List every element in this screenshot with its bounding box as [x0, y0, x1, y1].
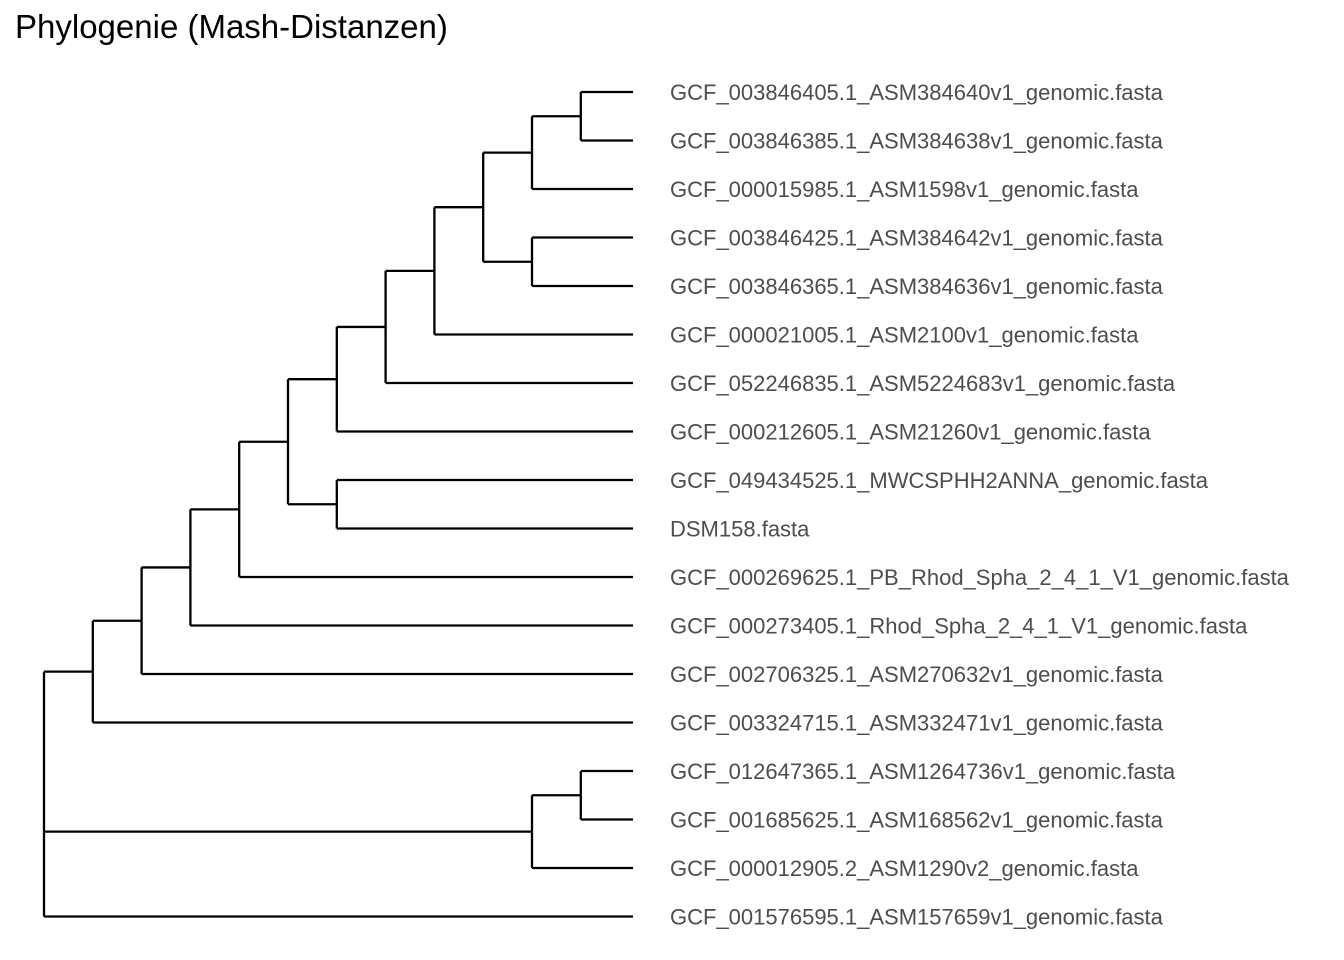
tip-label: GCF_000212605.1_ASM21260v1_genomic.fasta [670, 420, 1151, 445]
tip-label: GCF_052246835.1_ASM5224683v1_genomic.fas… [670, 371, 1176, 396]
tip-label: GCF_002706325.1_ASM270632v1_genomic.fast… [670, 662, 1164, 687]
tip-label: GCF_003846365.1_ASM384636v1_genomic.fast… [670, 274, 1164, 299]
tip-label: GCF_003846385.1_ASM384638v1_genomic.fast… [670, 129, 1164, 154]
tip-label: DSM158.fasta [670, 517, 810, 542]
tip-label: GCF_000273405.1_Rhod_Spha_2_4_1_V1_genom… [670, 614, 1248, 639]
tip-labels: GCF_003846405.1_ASM384640v1_genomic.fast… [670, 80, 1290, 930]
tip-label: GCF_001685625.1_ASM168562v1_genomic.fast… [670, 808, 1164, 833]
tip-label: GCF_012647365.1_ASM1264736v1_genomic.fas… [670, 759, 1176, 784]
tree-branches [42, 90, 633, 918]
tip-label: GCF_003846405.1_ASM384640v1_genomic.fast… [670, 80, 1164, 105]
tip-label: GCF_001576595.1_ASM157659v1_genomic.fast… [670, 905, 1164, 930]
tip-label: GCF_000012905.2_ASM1290v2_genomic.fasta [670, 856, 1139, 881]
tip-label: GCF_000269625.1_PB_Rhod_Spha_2_4_1_V1_ge… [670, 565, 1290, 590]
tip-label: GCF_000015985.1_ASM1598v1_genomic.fasta [670, 177, 1139, 202]
page-title: Phylogenie (Mash-Distanzen) [15, 8, 448, 45]
tip-label: GCF_049434525.1_MWCSPHH2ANNA_genomic.fas… [670, 468, 1209, 493]
tip-label: GCF_003846425.1_ASM384642v1_genomic.fast… [670, 226, 1164, 251]
tip-label: GCF_000021005.1_ASM2100v1_genomic.fasta [670, 323, 1139, 348]
tip-label: GCF_003324715.1_ASM332471v1_genomic.fast… [670, 711, 1164, 736]
